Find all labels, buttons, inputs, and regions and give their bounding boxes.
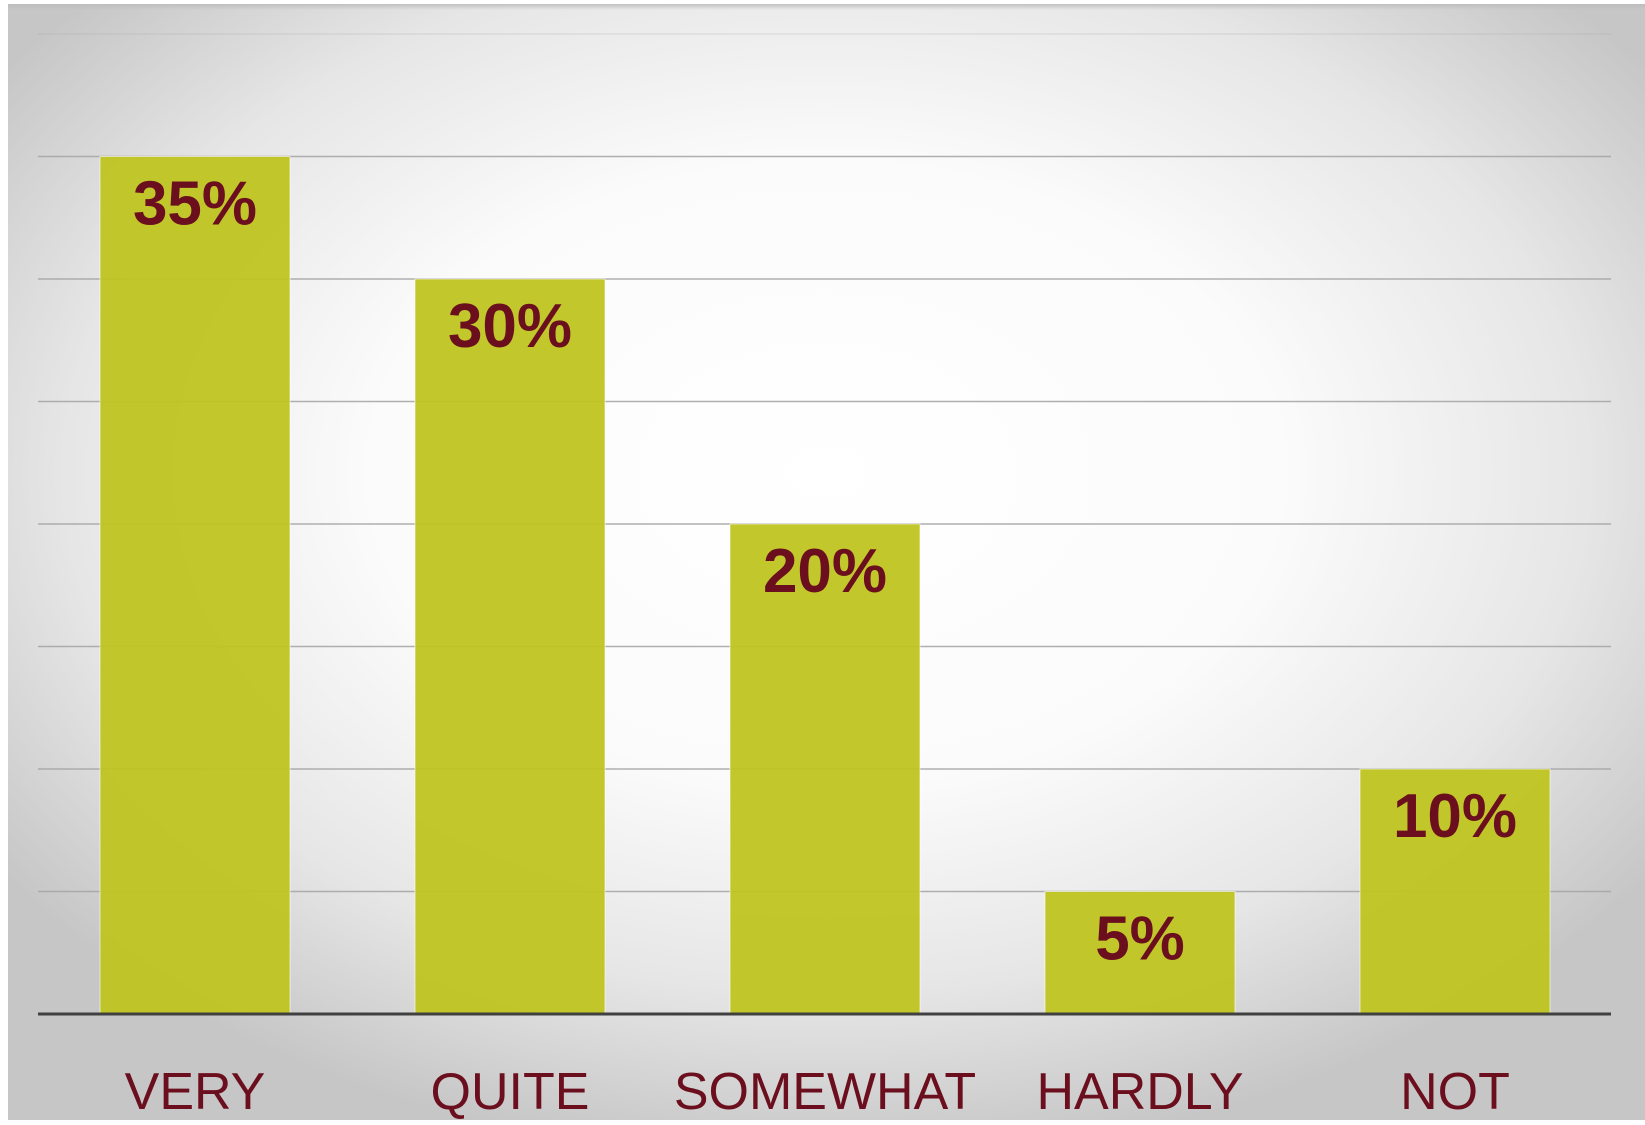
bar-somewhat — [729, 523, 921, 1015]
category-label-quite: QUITE — [431, 1063, 590, 1120]
bars — [99, 156, 1551, 1015]
data-label-very: 35% — [133, 170, 257, 239]
category-labels: VERY QUITE SOMEWHAT HARDLY NOT — [125, 1063, 1510, 1121]
data-label-somewhat: 20% — [763, 537, 887, 606]
bar-very — [99, 156, 291, 1015]
data-labels: 35% 30% 20% 5% 10% — [133, 170, 1517, 974]
chart-frame-top-edge — [8, 4, 1645, 10]
bar-not — [1359, 768, 1551, 1015]
category-label-somewhat: SOMEWHAT — [674, 1063, 976, 1120]
data-label-quite: 30% — [448, 292, 572, 361]
bar-quite — [414, 278, 606, 1015]
category-label-very: VERY — [125, 1063, 266, 1120]
data-label-not: 10% — [1393, 782, 1517, 851]
data-label-hardly: 5% — [1095, 905, 1185, 974]
bar-hardly — [1044, 891, 1236, 1015]
category-label-hardly: HARDLY — [1036, 1063, 1243, 1120]
category-label-not: NOT — [1400, 1063, 1510, 1120]
